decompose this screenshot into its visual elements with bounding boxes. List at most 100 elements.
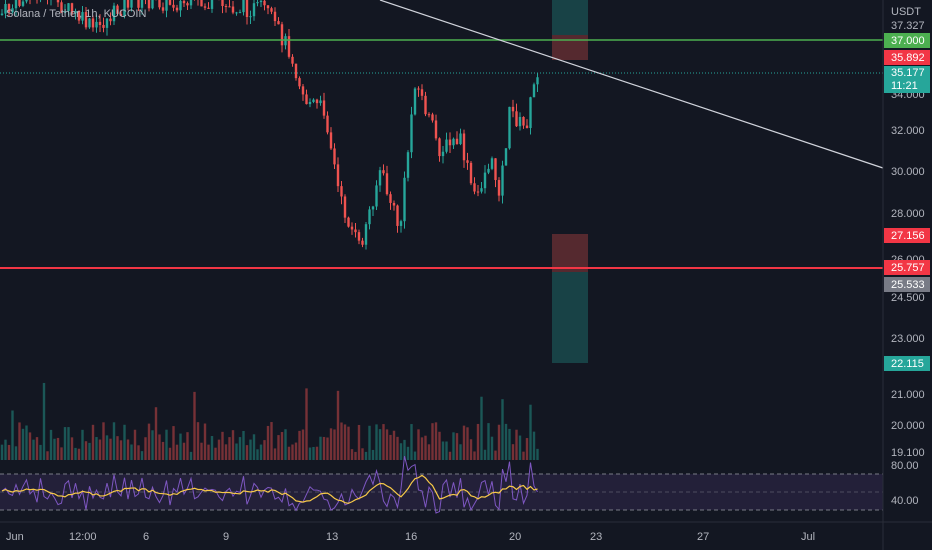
candle <box>7 3 11 13</box>
candle <box>305 94 308 105</box>
candle <box>504 148 508 166</box>
candle <box>476 191 480 193</box>
candle <box>354 229 357 233</box>
candle <box>200 0 203 7</box>
volume-bar <box>511 444 515 460</box>
volume-bar <box>459 444 462 460</box>
candle <box>189 0 193 6</box>
rsi-label: 40.00 <box>891 495 919 507</box>
candle <box>473 183 476 192</box>
volume-bar <box>273 448 277 460</box>
candle <box>322 100 326 116</box>
volume-bar <box>186 432 189 460</box>
volume-bar <box>284 429 287 460</box>
volume-bar <box>469 439 473 460</box>
volume-bar <box>417 429 420 460</box>
candle <box>67 3 70 12</box>
volume-bar <box>494 450 497 460</box>
volume-bar <box>322 436 326 460</box>
tag-bg <box>884 356 930 371</box>
price-label: 24.500 <box>891 292 925 304</box>
time-label: 12:00 <box>69 531 97 543</box>
candle <box>81 12 84 21</box>
candle <box>403 177 406 222</box>
volume-bar <box>151 430 154 460</box>
candle <box>455 138 459 145</box>
candle <box>137 0 140 8</box>
tag-bg <box>884 33 930 48</box>
volume-bar <box>14 446 18 460</box>
candle <box>74 10 77 14</box>
candle <box>0 13 4 15</box>
candle <box>462 133 466 161</box>
candle <box>319 100 322 104</box>
volume-bar <box>329 428 333 460</box>
candle <box>280 24 284 46</box>
time-label: 9 <box>223 531 229 543</box>
candle <box>389 194 392 203</box>
tag-bg <box>884 50 930 65</box>
candle <box>483 172 487 189</box>
volume-bar <box>147 423 151 460</box>
candle <box>385 173 389 195</box>
volume-bar <box>501 399 504 460</box>
price-label: 30.000 <box>891 166 925 178</box>
candle <box>501 165 504 196</box>
volume-bar <box>392 430 396 460</box>
volume-bar <box>312 446 315 460</box>
volume-bar <box>375 424 378 460</box>
tag: 35.892 <box>891 52 925 64</box>
volume-bar <box>424 435 427 460</box>
volume-bar <box>144 437 147 460</box>
candle <box>228 6 231 8</box>
volume-bar <box>228 437 231 460</box>
volume-bar <box>301 429 305 460</box>
volume-bar <box>413 451 417 460</box>
candle <box>88 18 91 28</box>
volume-bar <box>63 427 67 460</box>
candle <box>158 0 161 8</box>
volume-bar <box>252 434 256 460</box>
volume-bar <box>536 448 539 460</box>
volume-bar <box>305 388 308 460</box>
volume-bar <box>431 423 434 460</box>
tag-bg <box>884 260 930 275</box>
volume-bar <box>382 424 385 460</box>
volume-bar <box>455 433 459 460</box>
volume-bar <box>196 422 200 460</box>
volume-bar <box>130 444 133 460</box>
volume-bar <box>518 435 522 460</box>
volume-bar <box>25 425 28 460</box>
candle <box>298 78 301 87</box>
volume-bar <box>448 451 452 460</box>
volume-bar <box>385 429 389 460</box>
rsi <box>1 456 538 514</box>
time-label: 23 <box>590 531 602 543</box>
volume-bar <box>364 451 368 460</box>
candle <box>256 2 259 4</box>
candle <box>490 158 494 169</box>
volume-bar <box>532 431 536 460</box>
time-label: 20 <box>509 531 521 543</box>
price-label: 32.000 <box>891 125 925 137</box>
candle <box>105 18 109 28</box>
candle <box>14 0 18 9</box>
candle <box>130 0 133 8</box>
candle <box>515 111 518 127</box>
candle <box>459 133 462 145</box>
candle <box>18 0 21 6</box>
candle <box>210 0 214 9</box>
volume-bar <box>81 429 84 460</box>
time-label: Jun <box>6 531 24 543</box>
candle <box>235 12 238 14</box>
candle <box>532 84 536 98</box>
volume-bar <box>315 446 319 460</box>
volume-bar <box>70 437 74 460</box>
tag-bg <box>884 228 930 243</box>
candle <box>406 152 410 178</box>
candle <box>399 221 403 226</box>
time-label: Jul <box>801 531 815 543</box>
candle <box>147 0 151 9</box>
